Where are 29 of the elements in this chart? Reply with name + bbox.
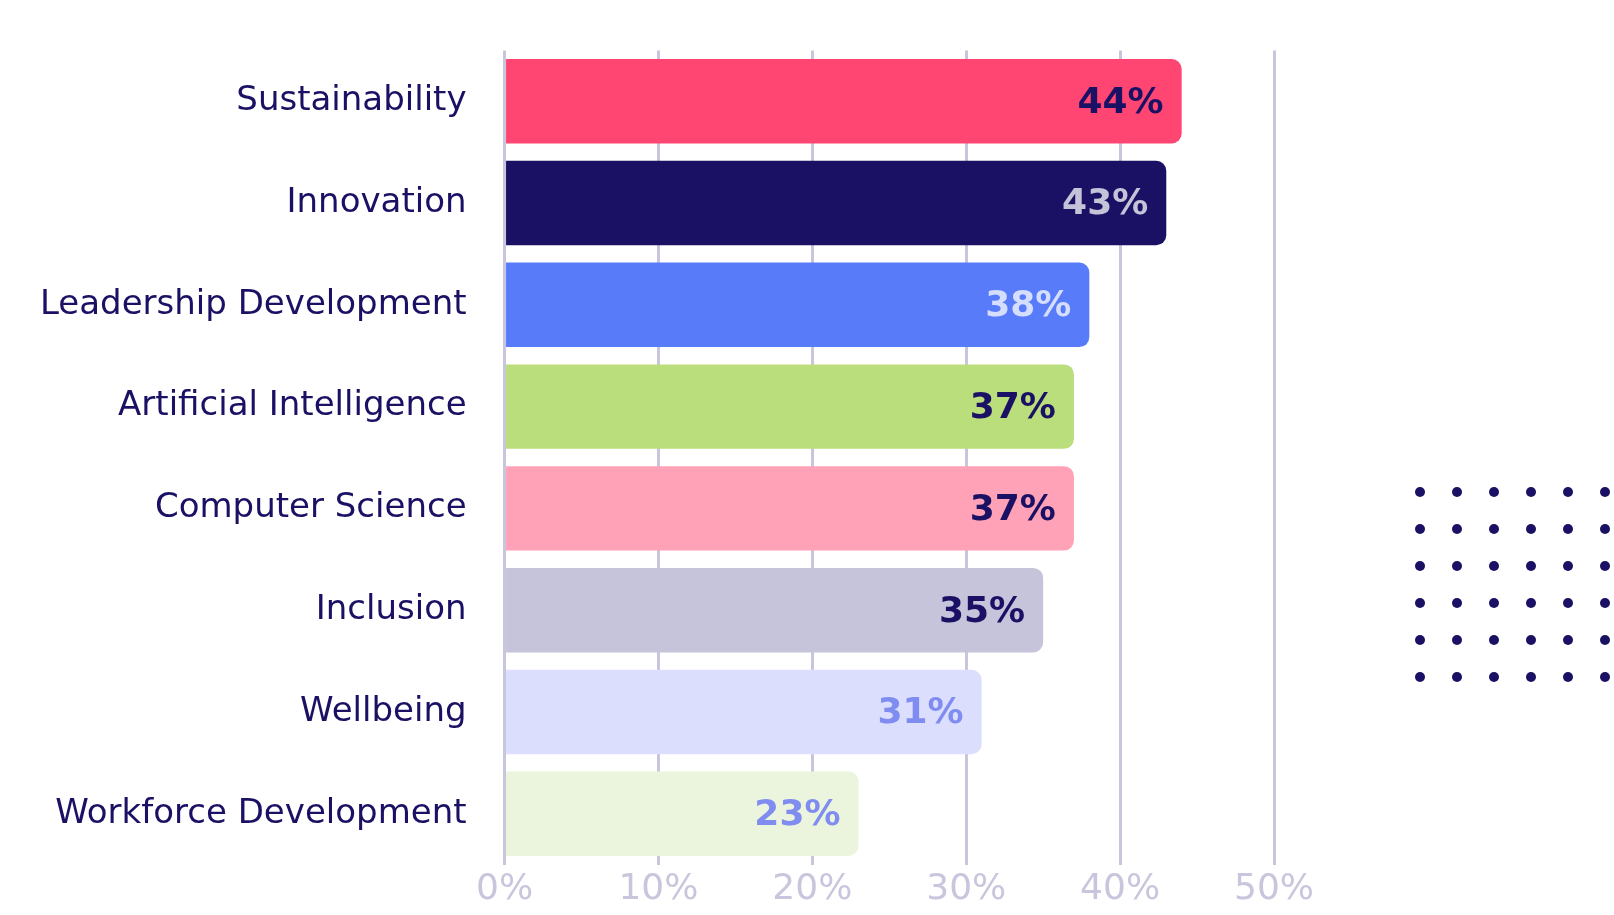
data-label: 37% — [969, 486, 1056, 528]
y-tick-label: Workforce Development — [55, 790, 467, 831]
data-label: 23% — [754, 792, 841, 834]
x-tick-label: 10% — [618, 865, 699, 907]
bar — [506, 669, 982, 755]
data-label: 37% — [969, 384, 1056, 426]
x-tick-label: 50% — [1233, 865, 1315, 907]
bar — [506, 262, 1090, 348]
x-tick-label: 0% — [476, 865, 534, 907]
y-tick-label: Innovation — [286, 179, 467, 220]
data-label: 44% — [1077, 79, 1164, 121]
y-tick-label: Computer Science — [154, 485, 467, 526]
data-label: 31% — [877, 690, 964, 732]
data-label: 43% — [1062, 181, 1149, 223]
x-tick-label: 30% — [926, 865, 1007, 907]
x-tick-label: 20% — [772, 865, 853, 907]
data-label: 38% — [985, 283, 1072, 325]
bar — [506, 771, 859, 856]
y-tick-label: Inclusion — [315, 586, 467, 627]
y-tick-label: Artificial Intelligence — [118, 383, 467, 424]
bar — [506, 160, 1167, 246]
y-tick-label: Wellbeing — [300, 688, 467, 729]
bar — [506, 466, 1074, 551]
x-tick-label: 40% — [1080, 865, 1161, 907]
bar — [506, 364, 1074, 449]
y-tick-label: Leadership Development — [40, 281, 467, 322]
bar — [506, 59, 1182, 144]
y-tick-label: Sustainability — [236, 78, 467, 119]
data-label: 35% — [939, 588, 1026, 630]
